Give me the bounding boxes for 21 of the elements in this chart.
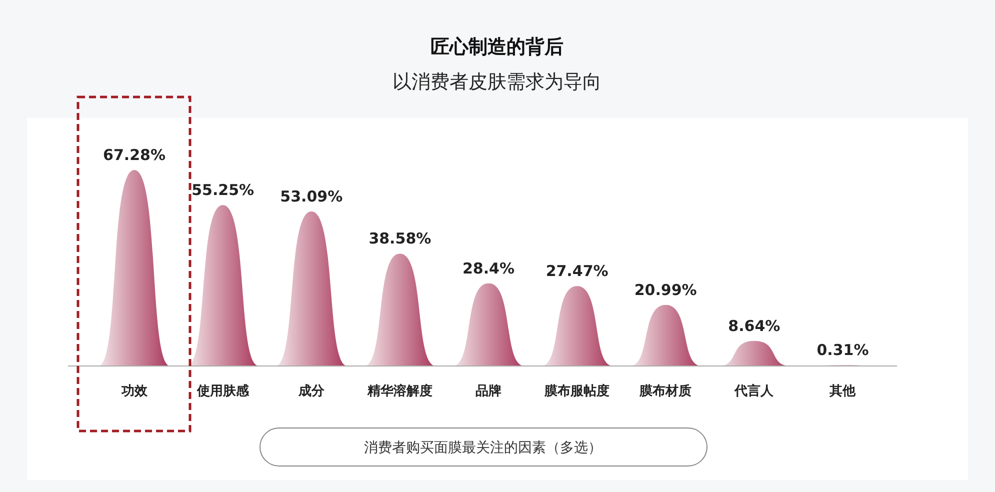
x-tick-label: 功效: [120, 384, 148, 399]
x-tick-label: 使用肤感: [196, 383, 250, 399]
data-label: 0.31%: [816, 341, 869, 360]
x-tick-label: 膜布服帖度: [544, 383, 610, 399]
data-label: 38.58%: [368, 230, 432, 248]
chart-subtitle: 以消费者皮肤需求为导向: [392, 71, 602, 93]
x-tick-label: 膜布材质: [638, 383, 692, 399]
x-tick-label: 精华溶解度: [366, 383, 432, 399]
x-tick-label: 品牌: [476, 383, 502, 399]
x-tick-label: 成分: [297, 384, 326, 399]
data-label: 8.64%: [728, 316, 780, 335]
data-label: 55.25%: [192, 181, 254, 200]
data-label: 28.4%: [462, 259, 515, 278]
data-label: 20.99%: [634, 280, 697, 299]
chart-title: 匠心制造的背后: [430, 36, 564, 58]
x-tick-label: 代言人: [734, 383, 775, 399]
data-label: 27.47%: [546, 262, 608, 280]
data-label: 67.28%: [103, 146, 166, 164]
x-axis-title: 消费者购买面膜最关注的因素（多选）: [364, 440, 602, 456]
data-label: 53.09%: [280, 187, 343, 206]
x-tick-label: 其他: [828, 384, 857, 399]
